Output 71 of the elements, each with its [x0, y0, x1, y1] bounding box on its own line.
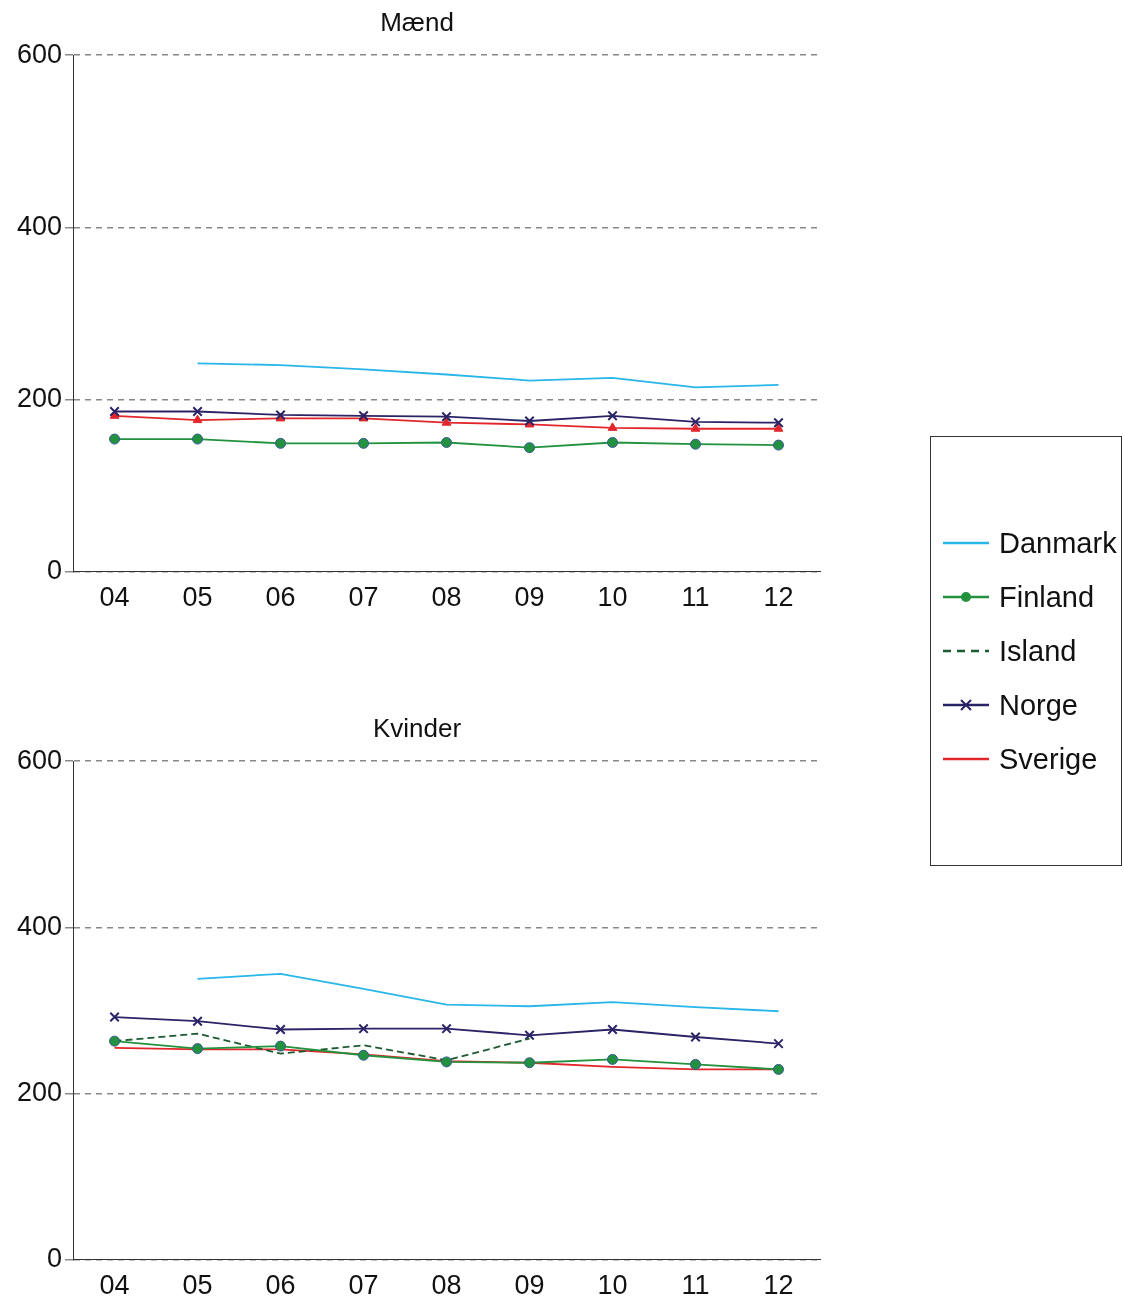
point: [607, 410, 618, 422]
x-tick-label: 07: [348, 582, 379, 613]
x-tick-label: 08: [431, 1270, 462, 1301]
legend-label: Sverige: [999, 742, 1098, 776]
x-tick-label: 12: [763, 1270, 794, 1301]
point: [192, 1043, 204, 1055]
point: [441, 417, 452, 426]
point: [773, 423, 784, 432]
point: [109, 433, 121, 445]
point: [275, 437, 287, 449]
x-tick-label: 05: [182, 582, 213, 613]
x-tick-label: 06: [265, 582, 296, 613]
point: [690, 423, 701, 432]
x-tick-label: 09: [514, 582, 545, 613]
point: [773, 417, 784, 428]
point: [358, 1049, 370, 1061]
legend-label: Finland: [999, 580, 1095, 614]
x-tick-label: 11: [681, 582, 710, 613]
point: [441, 1023, 452, 1034]
point: [358, 437, 370, 449]
x-tick-label: 10: [597, 582, 628, 613]
x-tick-label: 08: [431, 582, 462, 613]
point: [441, 411, 452, 422]
legend-label: Island: [999, 634, 1077, 668]
point: [192, 1015, 203, 1027]
y-tick-label: 600: [16, 744, 63, 775]
x-tick-label: 05: [182, 1270, 213, 1301]
point: [109, 406, 120, 417]
point: [607, 437, 619, 448]
point: [524, 1057, 536, 1069]
point: [690, 1031, 701, 1043]
x-tick-label: 09: [514, 1270, 545, 1301]
point: [192, 433, 204, 445]
point: [607, 1024, 618, 1035]
point: [192, 406, 203, 417]
point: [690, 438, 702, 450]
y-tick-label: 400: [16, 210, 63, 241]
point: [524, 442, 536, 454]
y-tick-label: 200: [16, 382, 63, 413]
point: [524, 1030, 535, 1041]
x-tick-label: 04: [99, 582, 130, 613]
point: [690, 416, 701, 428]
y-tick-label: 600: [16, 38, 63, 69]
x-tick-label: 11: [681, 1270, 710, 1301]
point: [192, 414, 203, 424]
point: [275, 1024, 286, 1035]
y-tick-label: 400: [16, 910, 63, 941]
point: [773, 439, 784, 451]
point: [109, 1035, 121, 1047]
point: [607, 422, 618, 431]
y-tick-label: 0: [47, 555, 63, 586]
point: [109, 1011, 120, 1023]
point: [441, 1056, 453, 1068]
point: [773, 1038, 784, 1049]
x-tick-label: 12: [763, 582, 794, 613]
point: [441, 437, 453, 448]
x-tick-label: 07: [348, 1270, 379, 1301]
x-tick-label: 04: [99, 1270, 130, 1301]
y-tick-label: 0: [47, 1243, 63, 1274]
x-tick-label: 06: [265, 1270, 296, 1301]
point: [607, 1053, 619, 1065]
x-tick-label: 10: [597, 1270, 628, 1301]
point: [275, 1040, 287, 1052]
point: [690, 1058, 702, 1070]
point: [358, 1023, 369, 1034]
legend-label: Norge: [999, 688, 1078, 722]
chart-title: Kvinder: [372, 712, 462, 743]
point: [773, 1063, 784, 1075]
y-tick-label: 200: [16, 1076, 63, 1107]
legend-label: Danmark: [999, 526, 1117, 560]
chart-title: Mænd: [380, 6, 454, 37]
